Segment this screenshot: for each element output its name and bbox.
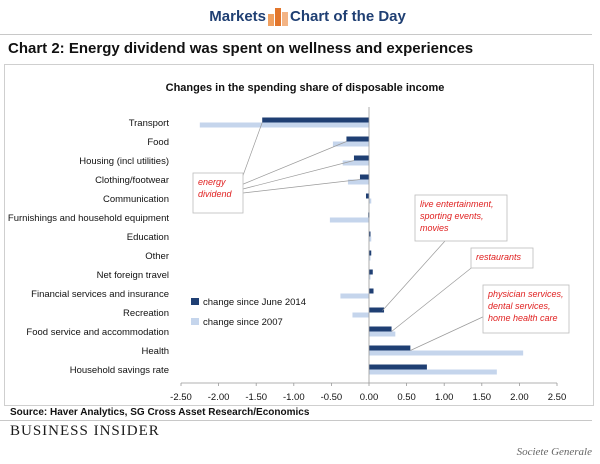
category-label: Education bbox=[127, 232, 169, 243]
footer-divider bbox=[0, 420, 592, 421]
bar-series1 bbox=[369, 364, 427, 370]
bar-series2 bbox=[369, 350, 524, 356]
legend-swatch-series2 bbox=[191, 318, 199, 325]
bar-series1 bbox=[369, 345, 411, 351]
x-tick-label: -1.00 bbox=[283, 392, 305, 403]
bar-series2 bbox=[342, 160, 369, 166]
category-label: Furnishings and household equipment bbox=[8, 213, 169, 224]
bar-series2 bbox=[329, 217, 369, 223]
bar-series2 bbox=[369, 198, 372, 204]
chart-title: Changes in the spending share of disposa… bbox=[166, 82, 445, 94]
bar-series1 bbox=[365, 193, 369, 199]
annotation-leader bbox=[391, 264, 476, 332]
x-tick-label: 2.50 bbox=[548, 392, 567, 403]
category-label: Health bbox=[142, 346, 169, 357]
bar-series2 bbox=[369, 236, 372, 242]
category-label: Transport bbox=[129, 118, 170, 129]
page-title: Chart 2: Energy dividend was spent on we… bbox=[8, 40, 474, 57]
category-label: Food bbox=[147, 137, 169, 148]
x-tick-label: 2.00 bbox=[510, 392, 529, 403]
category-label: Food service and accommodation bbox=[26, 327, 169, 338]
bar-series1 bbox=[369, 288, 374, 294]
banner: Markets Chart of the Day bbox=[0, 0, 600, 34]
annotation-leader bbox=[240, 122, 263, 182]
bar-series2 bbox=[369, 331, 396, 337]
banner-markets: Markets bbox=[209, 8, 266, 25]
business-insider-logo: BUSINESS INSIDER bbox=[10, 423, 160, 439]
category-label: Recreation bbox=[123, 308, 169, 319]
bar-series1 bbox=[353, 155, 369, 161]
bar-series1 bbox=[369, 326, 392, 332]
category-label: Housing (incl utilities) bbox=[79, 156, 169, 167]
x-tick-label: -2.00 bbox=[208, 392, 230, 403]
chart: Changes in the spending share of disposa… bbox=[8, 82, 570, 403]
category-label: Communication bbox=[103, 194, 169, 205]
banner-divider bbox=[0, 34, 592, 35]
annotation-leader bbox=[242, 160, 355, 190]
category-label: Financial services and insurance bbox=[31, 289, 169, 300]
bar-series2 bbox=[369, 255, 371, 261]
annotation-leader bbox=[242, 179, 361, 194]
bar-series1 bbox=[369, 269, 373, 275]
annotation-text: dividend bbox=[198, 189, 233, 199]
credit-text: Societe Generale bbox=[516, 446, 592, 458]
annotation-leader bbox=[410, 314, 488, 351]
category-label: Household savings rate bbox=[70, 365, 169, 376]
annotation-box bbox=[470, 247, 534, 269]
bar-chart-logo-icon bbox=[268, 8, 288, 26]
legend-label-series2: change since 2007 bbox=[203, 317, 283, 328]
annotation-leader bbox=[240, 141, 347, 186]
annotation-box bbox=[192, 172, 244, 214]
category-label: Other bbox=[145, 251, 169, 262]
bar-series1 bbox=[346, 136, 369, 142]
bar-series2 bbox=[347, 179, 369, 185]
chart-frame: Changes in the spending share of disposa… bbox=[4, 64, 594, 406]
bar-series2 bbox=[352, 312, 369, 318]
source-note: Source: Haver Analytics, SG Cross Asset … bbox=[10, 407, 310, 418]
annotation-text: dental services, bbox=[488, 301, 551, 311]
annotation-text: sporting events, bbox=[420, 211, 484, 221]
bar-series1 bbox=[359, 174, 369, 180]
x-tick-label: -1.50 bbox=[245, 392, 267, 403]
bar-series2 bbox=[369, 274, 371, 280]
annotation-text: home health care bbox=[488, 313, 558, 323]
annotation-text: energy bbox=[198, 177, 226, 187]
annotation-box bbox=[414, 194, 508, 242]
x-tick-label: -0.50 bbox=[321, 392, 343, 403]
x-tick-label: 1.50 bbox=[473, 392, 492, 403]
bar-series2 bbox=[332, 141, 369, 147]
category-label: Clothing/footwear bbox=[95, 175, 169, 186]
bar-series1 bbox=[262, 117, 369, 123]
bar-series1 bbox=[369, 250, 372, 256]
bar-series1 bbox=[369, 307, 385, 313]
annotation-box bbox=[482, 284, 570, 334]
legend-label-series1: change since June 2014 bbox=[203, 297, 306, 308]
annotation-text: restaurants bbox=[476, 252, 522, 262]
annotation-text: physician services, bbox=[487, 289, 564, 299]
annotation-leader bbox=[382, 240, 446, 311]
bar-series2 bbox=[340, 293, 369, 299]
x-tick-label: 1.00 bbox=[435, 392, 454, 403]
bar-series1 bbox=[369, 231, 371, 237]
annotation-text: live entertainment, bbox=[420, 199, 494, 209]
x-tick-label: 0.00 bbox=[360, 392, 379, 403]
category-label: Net foreign travel bbox=[97, 270, 169, 281]
bar-series2 bbox=[369, 369, 497, 375]
annotation-text: movies bbox=[420, 223, 449, 233]
x-tick-label: 0.50 bbox=[397, 392, 416, 403]
banner-chart-of-the-day: Chart of the Day bbox=[290, 8, 406, 25]
x-tick-label: -2.50 bbox=[170, 392, 192, 403]
legend-swatch-series1 bbox=[191, 298, 199, 305]
bar-series2 bbox=[199, 122, 369, 128]
